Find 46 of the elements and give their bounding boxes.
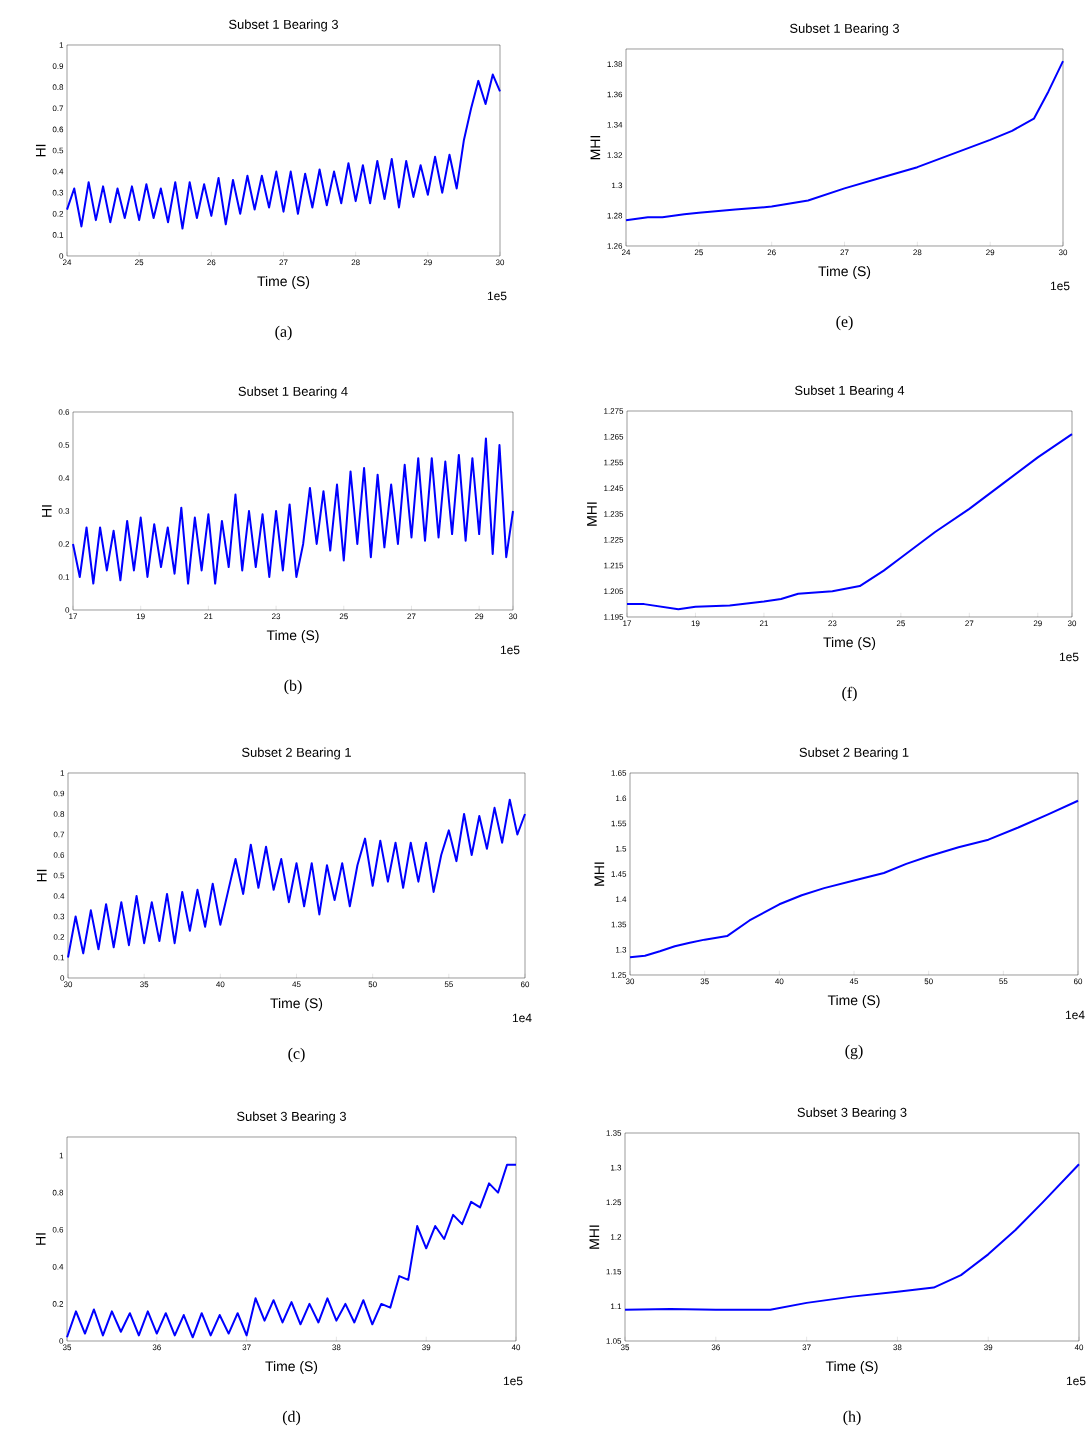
text: (h) [843, 1410, 861, 1426]
chart-title: Subset 1 Bearing 4 [795, 385, 905, 398]
line-series [66, 1163, 517, 1339]
text: 1e5 [1059, 652, 1079, 662]
x-axis-title: Time (S) [257, 275, 310, 289]
chart-title: Subset 1 Bearing 3 [229, 19, 338, 32]
text: (f) [842, 686, 857, 702]
text: (g) [845, 1044, 863, 1060]
text: 1e5 [1066, 1376, 1086, 1386]
text: 1e5 [503, 1376, 523, 1386]
chart-title: Subset 3 Bearing 3 [237, 1111, 346, 1124]
x-axis-title: Time (S) [823, 636, 876, 650]
text: 1e5 [500, 645, 520, 655]
text: 1e4 [1065, 1010, 1085, 1020]
chart-title: Subset 3 Bearing 3 [797, 1107, 907, 1120]
x-axis-title: Time (S) [265, 1361, 318, 1374]
y-axis-title: HI [35, 144, 46, 157]
x-axis-title: Time (S) [825, 1361, 878, 1374]
y-axis-title: HI [41, 505, 52, 517]
x-axis-title: Time (S) [270, 998, 323, 1011]
y-axis-title: HI [36, 869, 47, 882]
chart-title: Subset 1 Bearing 3 [790, 23, 900, 36]
chart-title: Subset 2 Bearing 1 [242, 747, 351, 760]
y-axis-title: MHI [587, 502, 597, 526]
text: (a) [275, 325, 292, 341]
line-series [72, 437, 514, 585]
line-series [624, 1163, 1081, 1311]
y-axis-title: MHI [590, 135, 601, 160]
chart-title: Subset 2 Bearing 1 [799, 747, 909, 760]
text: 1e5 [487, 291, 507, 301]
text: (d) [282, 1410, 301, 1426]
text: (e) [836, 315, 853, 331]
chart-title: Subset 1 Bearing 4 [238, 386, 348, 399]
line-series [67, 798, 526, 959]
y-axis-title: MHI [589, 1225, 600, 1249]
x-axis-title: Time (S) [827, 995, 880, 1008]
text: (c) [288, 1047, 305, 1063]
x-axis-title: Time (S) [818, 265, 871, 279]
y-axis-title: MHI [594, 862, 605, 886]
y-axis-title: HI [35, 1233, 46, 1245]
text: 1e5 [1050, 281, 1070, 291]
line-series [66, 73, 501, 230]
line-series [629, 799, 1080, 959]
text: 1e4 [512, 1013, 532, 1023]
x-axis-title: Time (S) [266, 629, 319, 643]
text: (b) [284, 679, 302, 695]
